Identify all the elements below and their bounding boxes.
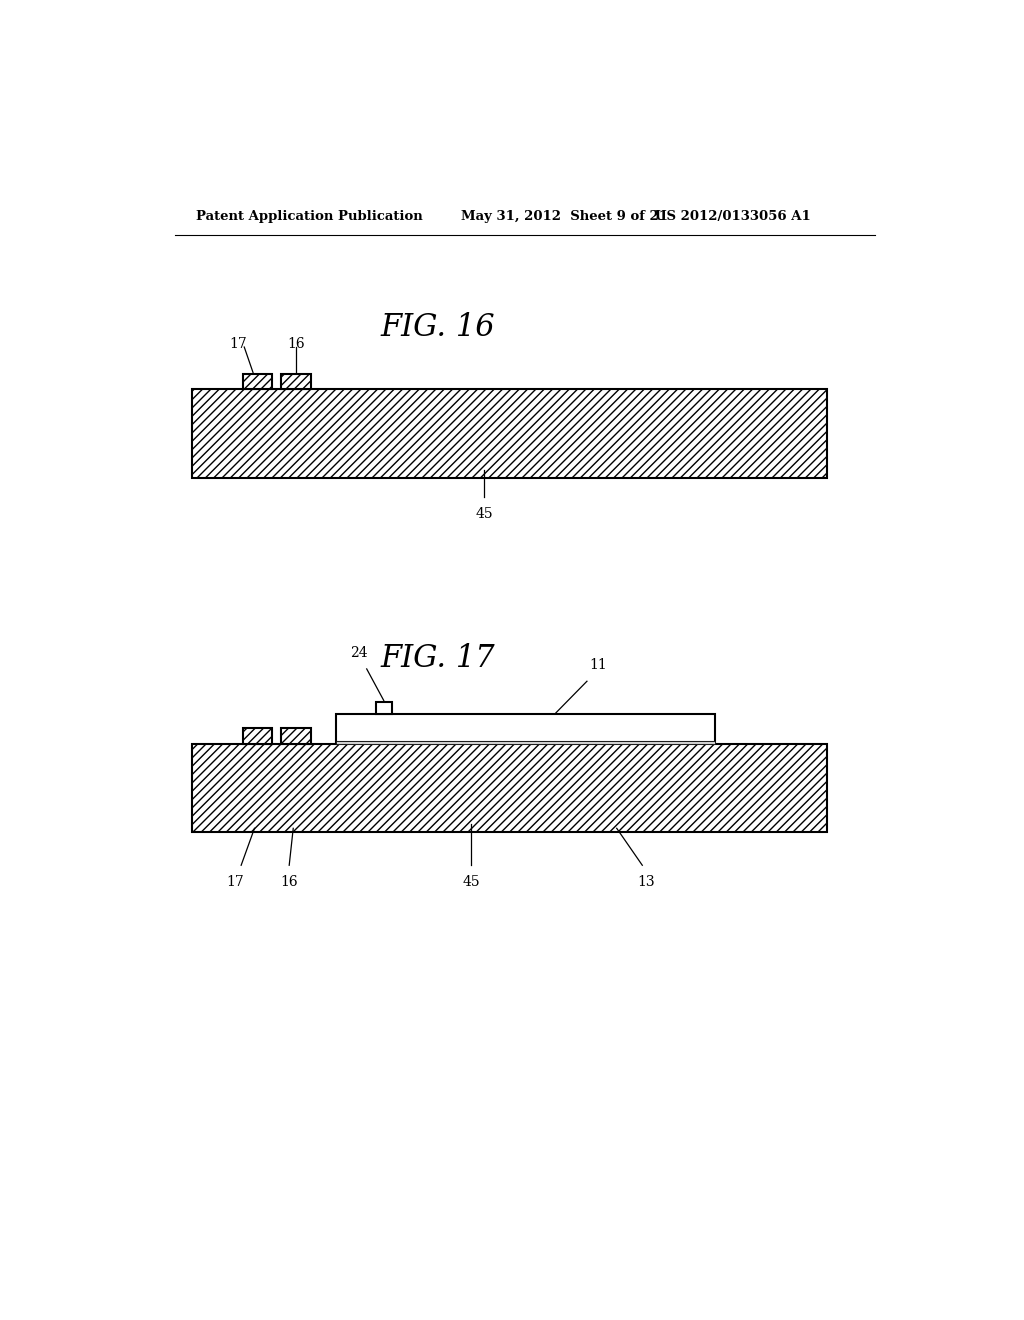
Text: FIG. 16: FIG. 16 [381, 313, 496, 343]
Bar [336, 741, 716, 743]
Bar [243, 729, 272, 743]
Text: 45: 45 [463, 875, 480, 888]
Text: 16: 16 [281, 875, 298, 888]
Text: 11: 11 [590, 657, 607, 672]
Bar [243, 374, 272, 389]
Text: 45: 45 [475, 507, 493, 521]
Text: US 2012/0133056 A1: US 2012/0133056 A1 [655, 210, 811, 223]
Text: FIG. 17: FIG. 17 [381, 643, 496, 675]
Text: 17: 17 [229, 337, 247, 351]
Bar [282, 374, 311, 389]
Text: 17: 17 [226, 875, 244, 888]
Text: 16: 16 [288, 337, 305, 351]
Bar [191, 389, 827, 478]
Text: 24: 24 [350, 645, 368, 660]
Text: 13: 13 [637, 875, 655, 888]
Bar [282, 729, 311, 743]
Bar [191, 743, 827, 832]
Text: May 31, 2012  Sheet 9 of 21: May 31, 2012 Sheet 9 of 21 [461, 210, 669, 223]
Bar [376, 702, 391, 714]
Text: Patent Application Publication: Patent Application Publication [197, 210, 423, 223]
Bar [336, 714, 716, 742]
